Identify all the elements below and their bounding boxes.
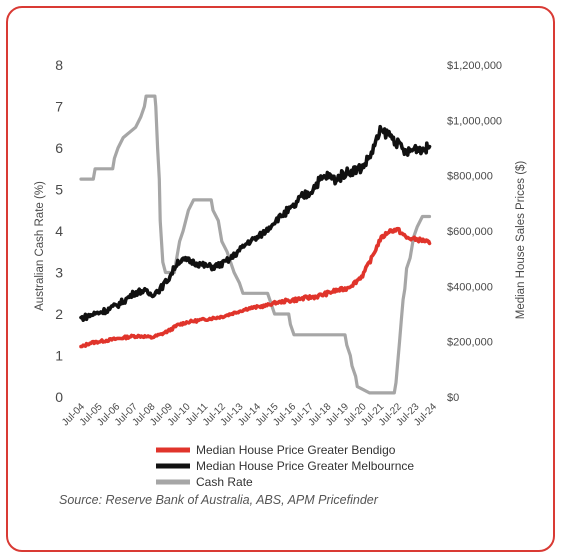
x-axis-ticks: Jul-04Jul-05Jul-06Jul-07Jul-08Jul-09Jul-… (60, 401, 439, 428)
right-axis-label: Median House Sales Prices ($) (515, 161, 527, 320)
left-tick-label: 1 (55, 348, 63, 364)
legend-item-cash-rate: Cash Rate (156, 475, 253, 489)
left-tick-label: 6 (55, 140, 63, 156)
left-tick-label: 8 (55, 57, 63, 73)
left-tick-label: 0 (55, 389, 63, 405)
legend-item-bendigo: Median House Price Greater Bendigo (156, 443, 396, 457)
legend: Median House Price Greater Bendigo Media… (156, 443, 414, 489)
legend-item-melbourne: Median House Price Greater Melbournce (156, 459, 414, 473)
series-line-melbourne (79, 124, 432, 323)
left-tick-label: 5 (55, 182, 63, 198)
right-tick-label: $1,200,000 (447, 60, 502, 72)
series-line-bendigo (79, 226, 432, 349)
left-axis-label: Australian Cash Rate (%) (34, 181, 46, 311)
series-line-cash-rate (79, 94, 432, 395)
right-axis-ticks: $0 $200,000 $400,000 $600,000 $800,000 $1,000… (447, 60, 502, 404)
left-tick-label: 4 (55, 223, 63, 239)
legend-label-cash-rate: Cash Rate (196, 475, 253, 489)
left-tick-label: 7 (55, 99, 63, 115)
right-tick-label: $600,000 (447, 226, 493, 238)
left-tick-label: 3 (55, 265, 63, 281)
right-tick-label: $1,000,000 (447, 115, 502, 127)
source-note: Source: Reserve Bank of Australia, ABS, … (59, 493, 378, 507)
right-tick-label: $0 (447, 392, 459, 404)
right-tick-label: $800,000 (447, 171, 493, 183)
legend-label-melbourne: Median House Price Greater Melbournce (196, 459, 414, 473)
right-tick-label: $200,000 (447, 337, 493, 349)
legend-label-bendigo: Median House Price Greater Bendigo (196, 443, 396, 457)
chart-card (6, 6, 555, 552)
series-layer (79, 94, 432, 395)
left-axis-ticks: 0 1 2 3 4 5 6 7 8 (55, 57, 63, 405)
left-tick-label: 2 (55, 306, 63, 322)
right-tick-label: $400,000 (447, 281, 493, 293)
